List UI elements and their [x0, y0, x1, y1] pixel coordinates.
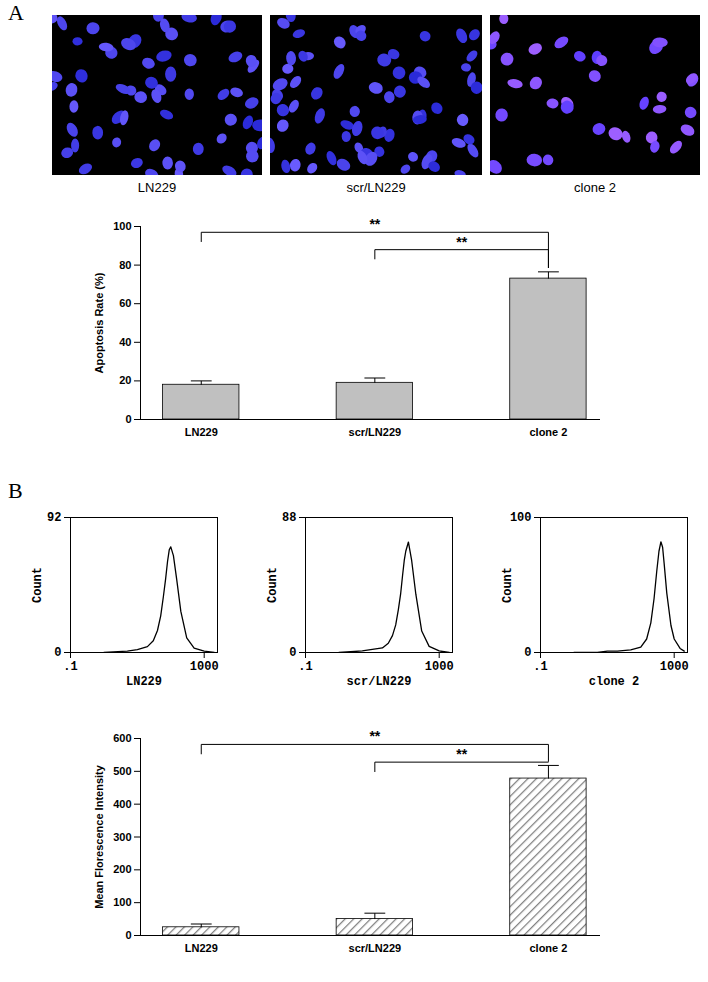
svg-text:LN229: LN229 [126, 675, 162, 689]
svg-text:600: 600 [113, 732, 131, 744]
svg-text:0: 0 [289, 646, 296, 660]
svg-text:Count: Count [266, 567, 280, 603]
svg-text:200: 200 [113, 863, 131, 875]
svg-text:0: 0 [125, 929, 131, 941]
html-text:B: B [8, 478, 23, 503]
svg-text:0: 0 [125, 413, 131, 425]
svg-text:0: 0 [54, 646, 61, 660]
svg-text:100: 100 [113, 896, 131, 908]
svg-text:scr/LN229: scr/LN229 [347, 675, 412, 689]
svg-text:clone 2: clone 2 [589, 675, 639, 689]
svg-text:**: ** [369, 728, 380, 744]
svg-text:0: 0 [524, 646, 531, 660]
html-text:scr/LN229: scr/LN229 [346, 180, 406, 195]
svg-text:**: ** [456, 234, 467, 250]
html-text:clone 2: clone 2 [574, 180, 616, 195]
svg-text:clone 2: clone 2 [529, 426, 567, 438]
svg-text:Count: Count [501, 567, 515, 603]
svg-text:1000: 1000 [660, 660, 689, 674]
svg-text:400: 400 [113, 798, 131, 810]
svg-text:100: 100 [113, 220, 131, 232]
svg-text:LN229: LN229 [185, 942, 218, 954]
svg-text:**: ** [456, 746, 467, 762]
svg-text:LN229: LN229 [185, 426, 218, 438]
svg-text:.1: .1 [533, 660, 547, 674]
svg-text:**: ** [369, 216, 380, 232]
svg-text:Mean Florescence Intensity: Mean Florescence Intensity [93, 764, 105, 909]
svg-text:scr/LN229: scr/LN229 [349, 426, 402, 438]
svg-text:Count: Count [31, 567, 45, 603]
svg-text:80: 80 [119, 259, 131, 271]
svg-text:88: 88 [282, 511, 296, 525]
svg-text:.1: .1 [63, 660, 77, 674]
svg-text:100: 100 [510, 511, 532, 525]
svg-text:1000: 1000 [425, 660, 454, 674]
svg-text:clone 2: clone 2 [529, 942, 567, 954]
svg-text:60: 60 [119, 297, 131, 309]
svg-text:92: 92 [47, 511, 61, 525]
svg-text:1000: 1000 [190, 660, 219, 674]
svg-text:Apoptosis Rate (%): Apoptosis Rate (%) [93, 272, 105, 373]
svg-text:300: 300 [113, 831, 131, 843]
svg-text:20: 20 [119, 374, 131, 386]
svg-text:scr/LN229: scr/LN229 [349, 942, 402, 954]
svg-text:500: 500 [113, 765, 131, 777]
html-text:LN229: LN229 [137, 180, 177, 195]
svg-text:40: 40 [119, 336, 131, 348]
svg-text:.1: .1 [298, 660, 312, 674]
html-text:A: A [8, 0, 24, 25]
